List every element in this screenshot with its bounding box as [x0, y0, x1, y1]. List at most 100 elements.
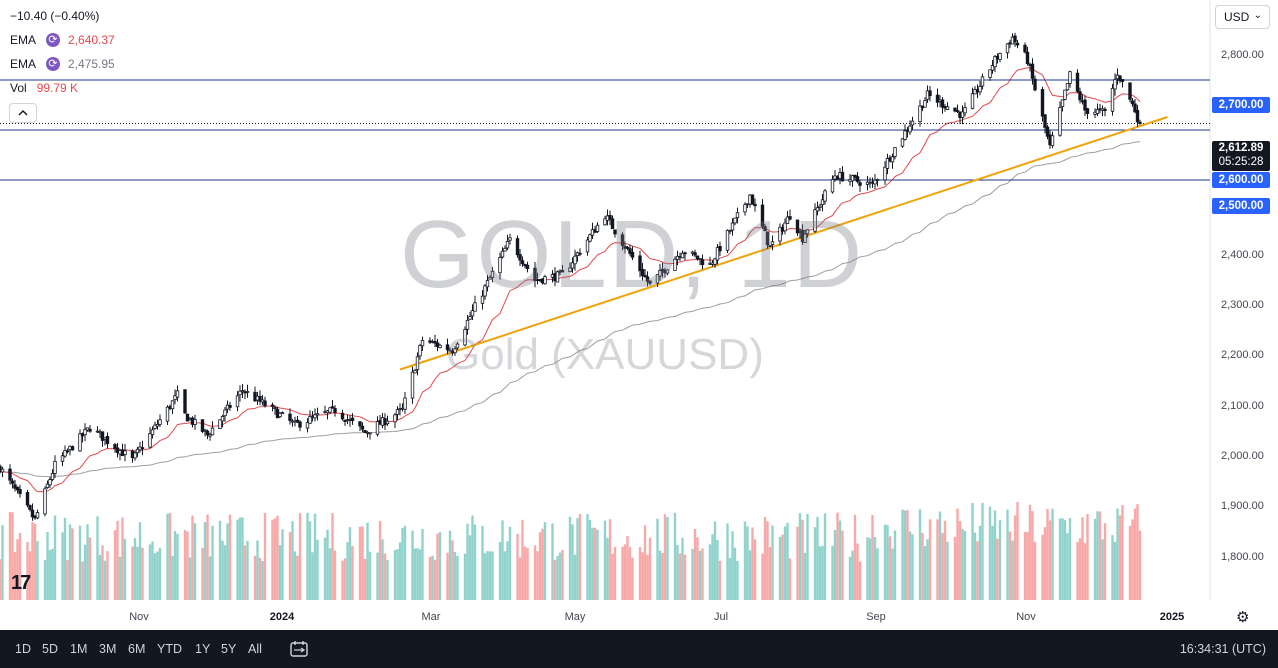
collapse-legend-button[interactable] [9, 103, 37, 123]
candle-up [910, 120, 915, 126]
volume-bar [188, 557, 192, 600]
volume-bar [573, 554, 577, 600]
settings-icon[interactable]: ⚙ [1236, 609, 1250, 626]
candle-up [78, 433, 82, 452]
candle-up [60, 455, 65, 462]
volume-bar [26, 542, 29, 600]
symbol-watermark: GOLD, 1D [400, 201, 865, 308]
volume-bar [326, 529, 329, 600]
volume-bar [43, 560, 47, 600]
volume-bar [556, 556, 559, 600]
volume-bar [383, 553, 387, 600]
candle-down [840, 171, 845, 182]
last-price: 2,612.89 [1218, 142, 1264, 154]
volume-bar [543, 522, 547, 600]
candle-down [613, 229, 617, 235]
candle-up [890, 156, 895, 163]
range-button-1y[interactable]: 1Y [195, 642, 211, 656]
candle-up [980, 76, 985, 87]
volume-bar [246, 540, 249, 600]
volume-bar [991, 525, 994, 600]
volume-bar [1093, 518, 1097, 600]
refresh-icon[interactable]: ⟳ [46, 33, 61, 47]
candle-up [245, 391, 250, 393]
volume-bar [138, 522, 142, 600]
candle-up [385, 420, 390, 425]
candle-up [35, 512, 40, 519]
candle-down [330, 406, 335, 409]
tradingview-logo[interactable]: 17 [11, 572, 31, 594]
ema-slow-line [0, 141, 1141, 478]
range-button-1m[interactable]: 1M [70, 642, 88, 656]
candle-up [223, 409, 227, 417]
calendar-icon[interactable] [289, 639, 309, 659]
candle-up [885, 158, 890, 169]
candle-down [643, 274, 647, 278]
volume-bar [728, 557, 732, 600]
volume-bar [1101, 539, 1104, 600]
candle-down [70, 446, 75, 451]
support-trendline [399, 116, 1168, 371]
candle-down [1045, 126, 1050, 137]
range-button-1d[interactable]: 1D [15, 642, 31, 656]
volume-bar [841, 530, 844, 600]
currency-selector[interactable]: USD ⌄ [1215, 5, 1270, 29]
utc-clock[interactable]: 16:34:31 (UTC) [1179, 642, 1266, 656]
refresh-icon[interactable]: ⟳ [46, 57, 61, 71]
volume-bar [821, 545, 824, 600]
range-button-all[interactable]: All [248, 642, 262, 656]
candle-down [1025, 51, 1030, 64]
volume-bar [121, 517, 124, 600]
candle-up [743, 204, 747, 213]
volume-bar [166, 513, 169, 600]
time-tick-label: 2025 [1159, 611, 1185, 623]
price-tick-label: 2,200.00 [1221, 349, 1264, 361]
range-button-ytd[interactable]: YTD [157, 642, 182, 656]
volume-bar [928, 519, 932, 600]
currency-label: USD [1224, 10, 1250, 24]
candle-up [490, 270, 495, 278]
candle-up [48, 479, 52, 486]
ema-slow-row[interactable]: EMA ⟳ 2,475.95 [10, 57, 115, 71]
candle-up [473, 302, 477, 312]
volume-bar [491, 551, 494, 600]
volume-bar [1083, 542, 1087, 600]
candle-up [1058, 107, 1062, 136]
candle-down [445, 344, 450, 351]
range-button-5d[interactable]: 5D [42, 642, 58, 656]
volume-bar [201, 547, 204, 600]
candle-up [918, 105, 922, 123]
candle-up [503, 247, 507, 252]
candle-down [640, 268, 645, 277]
candle-down [1130, 100, 1135, 105]
volume-bar [1063, 520, 1067, 600]
range-button-5y[interactable]: 5Y [221, 642, 237, 656]
volume-bar [16, 539, 19, 600]
ema-fast-row[interactable]: EMA ⟳ 2,640.37 [10, 33, 115, 47]
volume-bar [538, 532, 542, 600]
volume-bar [36, 541, 39, 600]
volume-bar [726, 523, 729, 600]
candle-down [1033, 78, 1037, 91]
volume-bar [183, 530, 187, 600]
range-button-6m[interactable]: 6M [128, 642, 146, 656]
candle-up [133, 452, 137, 459]
candle-up [570, 262, 575, 269]
price-tick-label: 2,000.00 [1221, 450, 1264, 462]
volume-row[interactable]: Vol 99.79 K [10, 81, 78, 95]
candle-down [1075, 72, 1080, 92]
candle-up [658, 269, 662, 277]
candle-down [28, 505, 32, 510]
volume-bar [386, 560, 389, 600]
range-button-3m[interactable]: 3M [99, 642, 117, 656]
volume-bar [211, 525, 214, 600]
price-chart[interactable] [0, 0, 1278, 630]
candle-up [978, 86, 982, 93]
volume-bar [648, 537, 652, 600]
candle-up [543, 276, 547, 285]
volume-bar [956, 508, 959, 600]
volume-bar [308, 521, 312, 600]
volume-bar [868, 538, 872, 600]
volume-bar [1136, 504, 1139, 600]
bar-countdown: 05:25:28 [1218, 156, 1264, 168]
